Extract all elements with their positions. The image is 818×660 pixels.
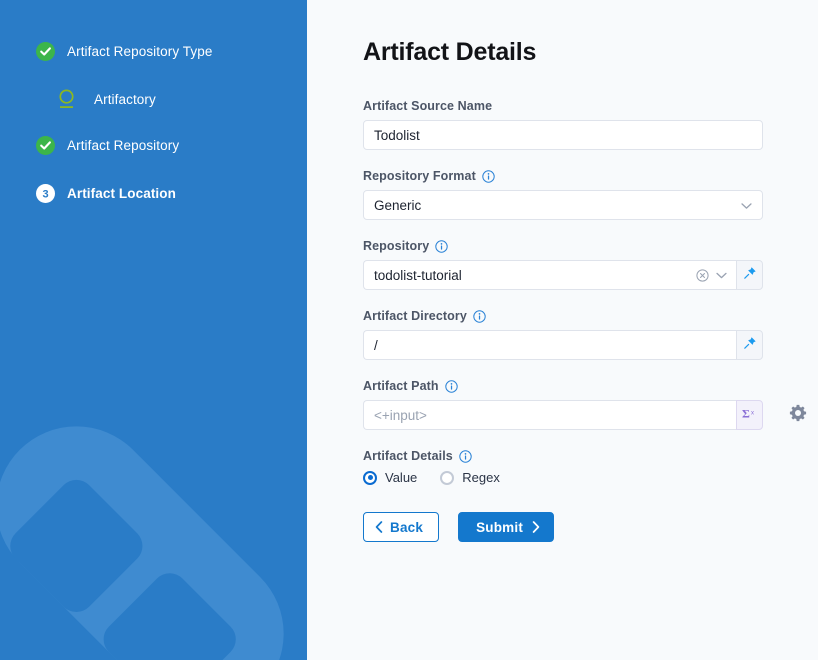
info-icon[interactable]: [459, 449, 472, 463]
pin-icon: [743, 336, 757, 355]
pin-icon: [743, 266, 757, 285]
svg-text:Σ: Σ: [742, 406, 750, 420]
gear-icon: [789, 404, 807, 427]
artifact-path-expression-button[interactable]: Σ x: [736, 400, 763, 430]
input-wrap: todolist-tutorial: [363, 260, 763, 290]
info-icon[interactable]: [473, 309, 486, 323]
field-artifact-path: Artifact Path Σ x: [363, 379, 818, 430]
sidebar-item-artifact-repository-type[interactable]: Artifact Repository Type: [0, 38, 307, 64]
repository-combobox[interactable]: todolist-tutorial: [363, 260, 736, 290]
wizard-button-row: Back Submit: [363, 512, 818, 542]
back-button-label: Back: [390, 519, 424, 535]
field-repository-format: Repository Format Generic: [363, 169, 818, 220]
info-icon[interactable]: [435, 239, 448, 253]
artifact-details-radio-group: Value Regex: [363, 470, 818, 485]
sidebar-item-label: Artifact Location: [67, 185, 176, 201]
sidebar-item-artifact-repository[interactable]: Artifact Repository: [0, 132, 307, 158]
check-circle-icon: [36, 135, 55, 155]
repository-value: todolist-tutorial: [374, 267, 462, 283]
back-button[interactable]: Back: [363, 512, 440, 542]
sidebar-item-label: Artifact Repository: [67, 137, 180, 153]
chevron-down-icon[interactable]: [716, 272, 727, 279]
field-label-text: Artifact Path: [363, 379, 439, 393]
artifactory-logo-icon: [57, 89, 76, 109]
radio-label: Value: [385, 470, 418, 485]
field-repository: Repository todolist-tutorial: [363, 239, 818, 290]
submit-button[interactable]: Submit: [458, 512, 555, 542]
radio-option-regex[interactable]: Regex: [440, 470, 500, 485]
main-content: Artifact Details Artifact Source Name Re…: [307, 0, 818, 660]
info-icon[interactable]: [444, 379, 458, 393]
artifact-directory-pin-button[interactable]: [736, 330, 763, 360]
input-wrap: Generic: [363, 190, 763, 220]
chevron-right-icon: [532, 521, 540, 533]
field-label-text: Artifact Source Name: [363, 99, 493, 113]
step-number-icon: 3: [36, 183, 55, 203]
artifact-source-name-input[interactable]: [363, 120, 763, 150]
artifact-directory-input[interactable]: [363, 330, 736, 360]
field-artifact-details: Artifact Details Value Regex: [363, 449, 818, 485]
sidebar-item-label: Artifact Repository Type: [67, 43, 213, 59]
svg-text:x: x: [751, 410, 754, 416]
field-label-text: Artifact Details: [363, 449, 453, 463]
radio-indicator: [363, 470, 377, 485]
repository-format-select[interactable]: Generic: [363, 190, 763, 220]
repository-pin-button[interactable]: [736, 260, 763, 290]
field-artifact-source-name: Artifact Source Name: [363, 99, 818, 150]
radio-indicator: [440, 470, 455, 485]
radio-option-value[interactable]: Value: [363, 470, 417, 485]
sigma-x-icon: Σ x: [741, 406, 759, 425]
decorative-watermark: [0, 426, 284, 660]
sidebar-item-label: Artifactory: [94, 91, 156, 107]
field-label: Artifact Directory: [363, 309, 818, 323]
field-artifact-directory: Artifact Directory: [363, 309, 818, 360]
field-label: Artifact Details: [363, 449, 818, 463]
artifact-path-settings-button[interactable]: [787, 404, 809, 426]
input-wrap: [363, 120, 763, 150]
field-label: Repository Format: [363, 169, 818, 183]
artifact-path-input[interactable]: [363, 400, 736, 430]
field-label: Artifact Path: [363, 379, 818, 393]
step-list: Artifact Repository Type Artifactory: [0, 0, 307, 206]
field-label-text: Artifact Directory: [363, 309, 467, 323]
chevron-down-icon: [741, 198, 752, 213]
chevron-left-icon: [375, 521, 383, 533]
wizard-sidebar: Artifact Repository Type Artifactory: [0, 0, 307, 660]
page-title: Artifact Details: [363, 38, 537, 66]
field-label: Repository: [363, 239, 818, 253]
field-label-text: Repository: [363, 239, 430, 253]
check-circle-icon: [36, 41, 55, 61]
field-label: Artifact Source Name: [363, 99, 818, 113]
input-wrap: [363, 330, 763, 360]
input-wrap: Σ x: [363, 400, 807, 430]
sidebar-item-artifact-location[interactable]: 3 Artifact Location: [0, 180, 307, 206]
radio-label: Regex: [462, 470, 500, 485]
submit-button-label: Submit: [476, 519, 524, 535]
repository-format-value: Generic: [374, 197, 422, 213]
clear-circle-icon[interactable]: [696, 268, 709, 282]
svg-text:3: 3: [42, 188, 48, 200]
info-icon[interactable]: [482, 169, 495, 183]
field-label-text: Repository Format: [363, 169, 476, 183]
sidebar-item-artifactory[interactable]: Artifactory: [0, 86, 307, 112]
